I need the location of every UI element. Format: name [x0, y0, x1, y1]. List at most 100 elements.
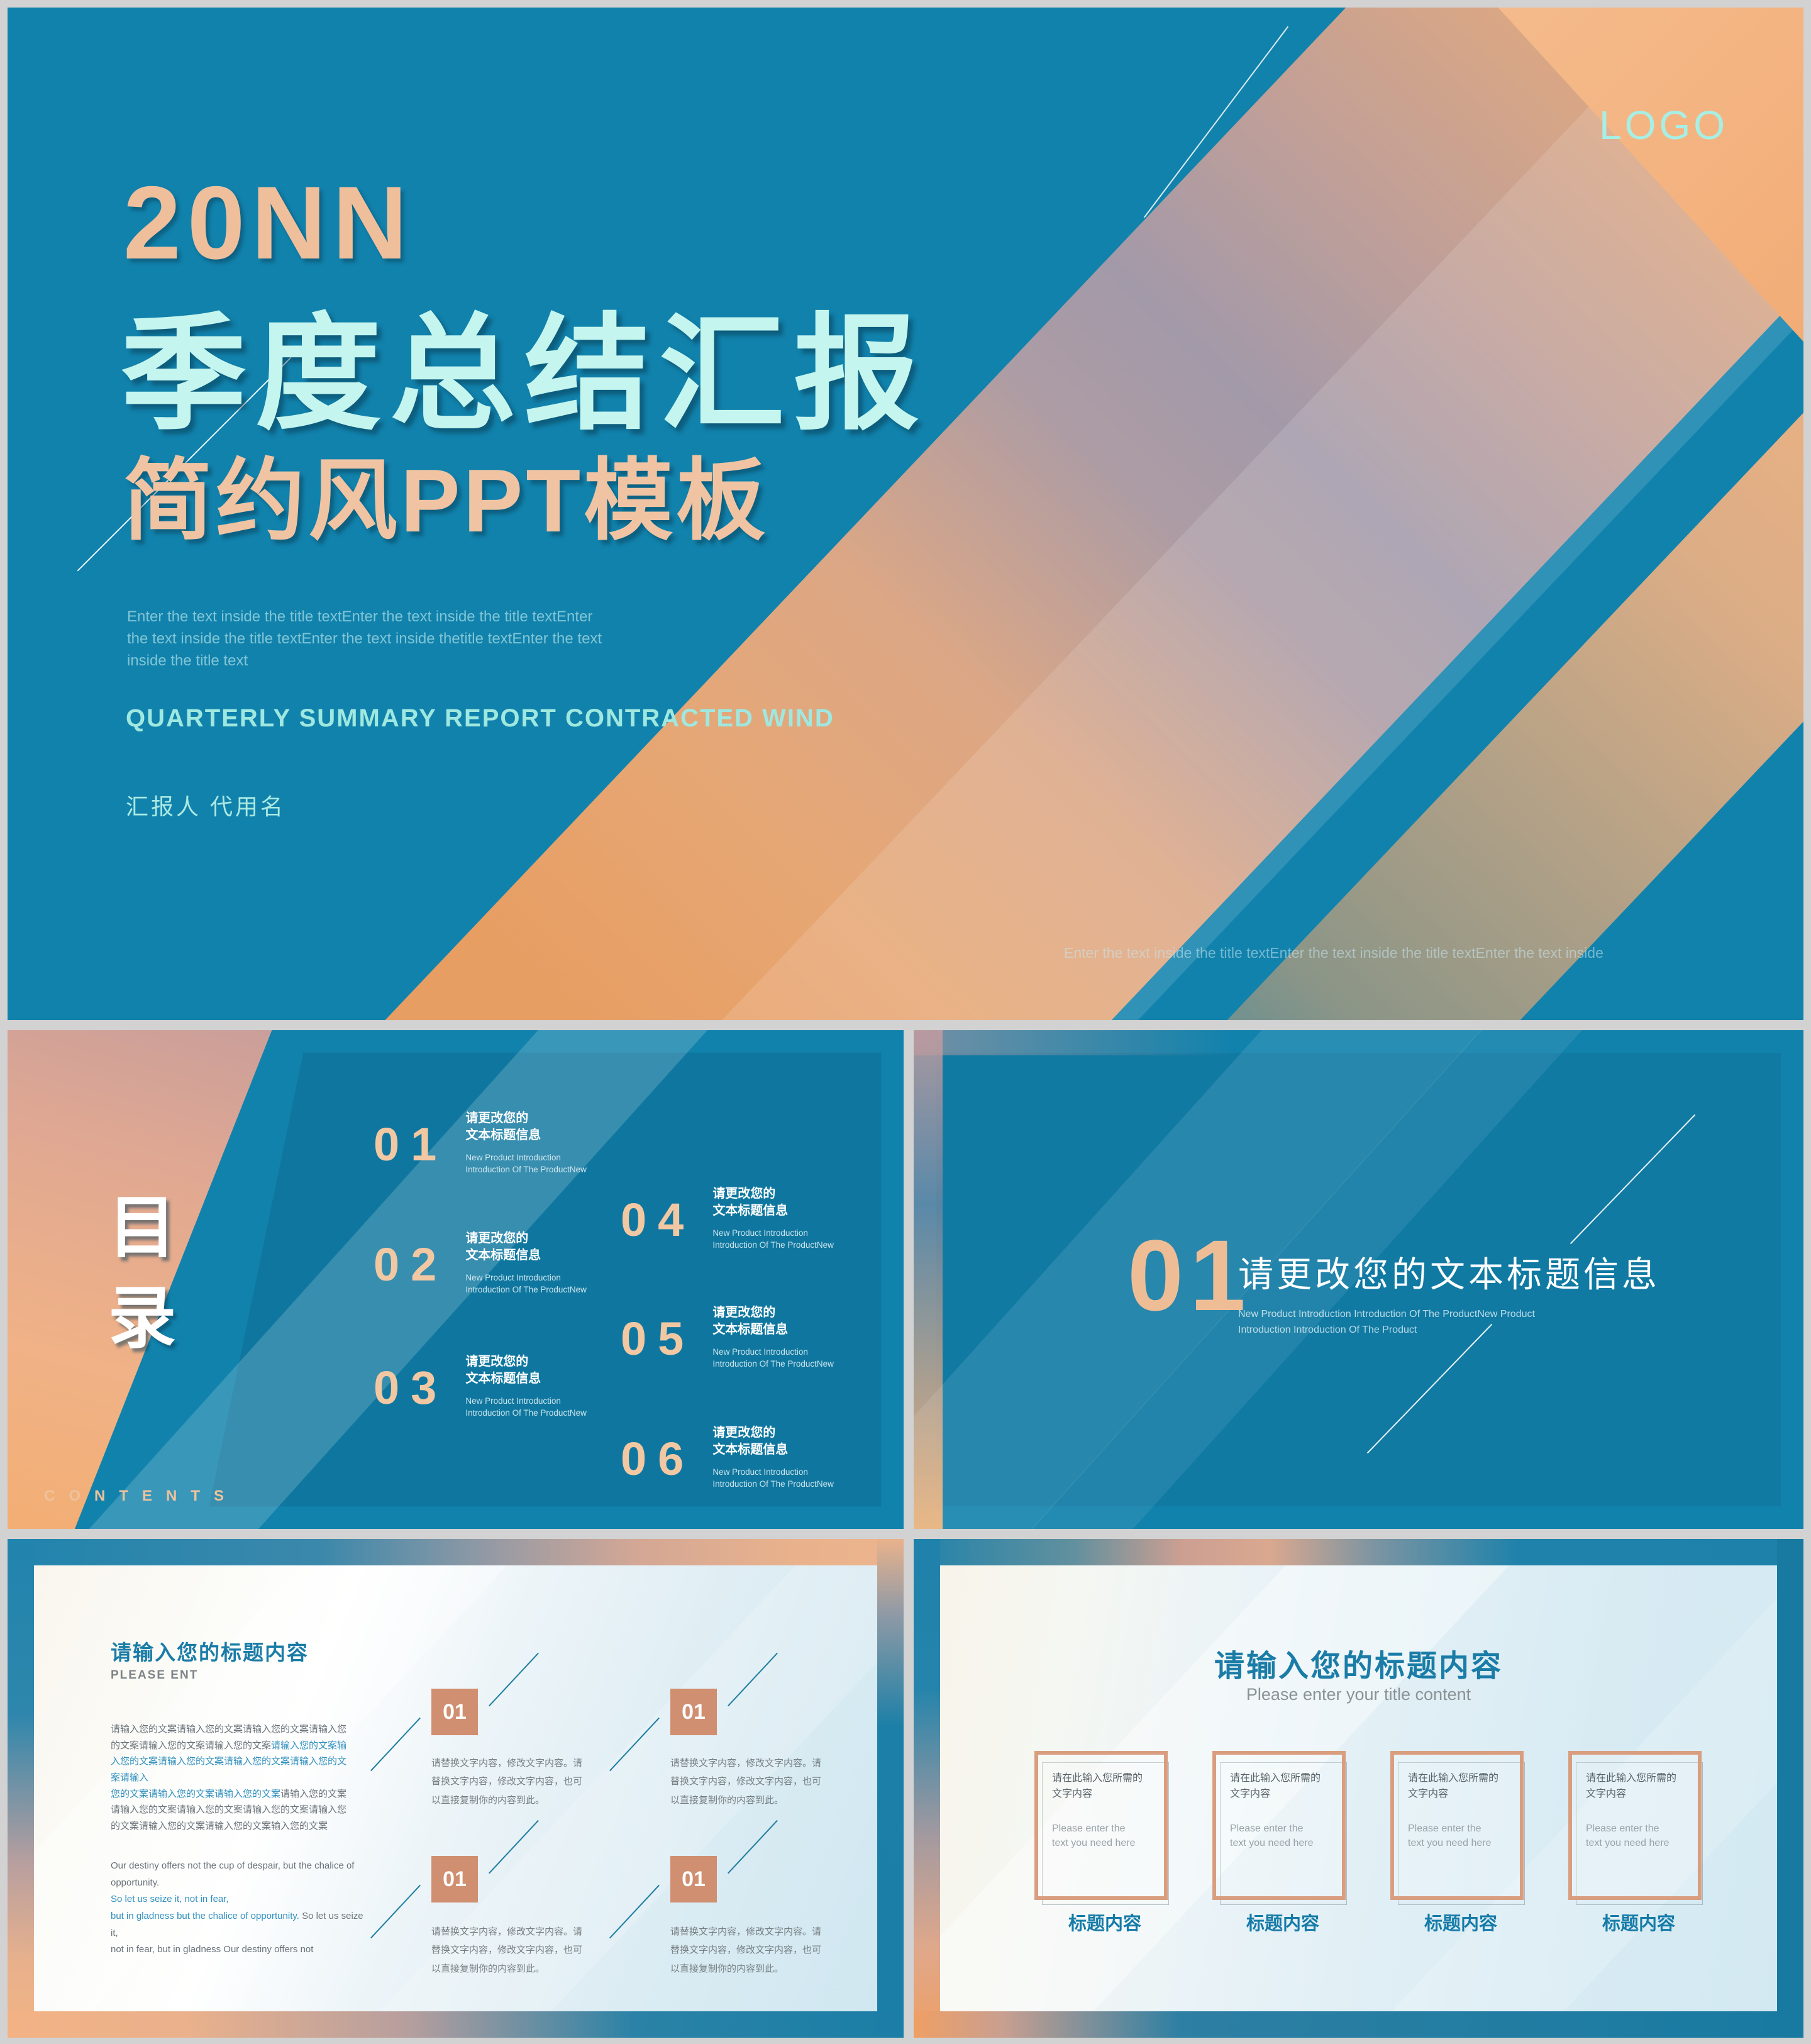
- box-text-en: Please enter the text you need here: [1230, 1823, 1314, 1848]
- frame-strip-bottom: [8, 2011, 904, 2038]
- box-label: 标题内容: [1424, 1914, 1497, 1934]
- catalog-item-title: 请更改您的: [465, 1231, 529, 1245]
- box-text-en: Please enter the text you need here: [1586, 1823, 1670, 1848]
- catalog-item-desc: New Product Introduction Introduction Of…: [465, 1153, 587, 1175]
- number-square-item-3[interactable]: 01: [431, 1856, 478, 1902]
- catalog-item-number: 05: [621, 1313, 695, 1365]
- frame-strip-top: [8, 1539, 904, 1565]
- content-subtitle: Please enter your title content: [1246, 1685, 1471, 1704]
- frame-strip-top: [914, 1539, 1803, 1565]
- cover-english-title: QUARTERLY SUMMARY REPORT CONTRACTED WIND: [126, 704, 834, 732]
- number-square: 01: [431, 1856, 478, 1902]
- frame-strip-left: [8, 1539, 34, 2038]
- number-square-item-4[interactable]: 01: [670, 1856, 717, 1902]
- catalog-item-number: 02: [374, 1238, 448, 1291]
- body-paragraph-cn: 请输入您的文案请输入您的文案请输入您的文案请输入您的文案请输入您的文案请输入您的…: [111, 1724, 347, 1831]
- number-square-desc: 请替换文字内容，修改文字内容。请替换文字内容，修改文字内容，也可以直接复制你的内…: [670, 1758, 822, 1806]
- catalog-heading: 目 录: [108, 1194, 176, 1375]
- box-label: 标题内容: [1246, 1914, 1319, 1934]
- ghost-box: [1220, 1762, 1347, 1905]
- catalog-item-desc: New Product Introduction Introduction Of…: [465, 1273, 587, 1295]
- catalog-item-title: 请更改您的: [712, 1426, 776, 1440]
- section-desc: New Product Introduction Introduction Of…: [1238, 1309, 1535, 1335]
- framed-box-4[interactable]: 请在此输入您所需的文字内容 Please enter the text you …: [1568, 1751, 1702, 1900]
- cover-presenter: 汇报人 代用名: [126, 794, 286, 819]
- catalog-item-title: 文本标题信息: [712, 1204, 789, 1218]
- slide-catalog[interactable]: 目 录 CONTENTS 01 请更改您的 文本标题信息 New Product…: [8, 1030, 904, 1529]
- box-label: 标题内容: [1602, 1914, 1675, 1934]
- catalog-item-title: 请更改您的: [712, 1306, 776, 1319]
- catalog-item-2[interactable]: 02 请更改您的 文本标题信息 New Product Introduction…: [374, 1230, 594, 1296]
- catalog-item-1[interactable]: 01 请更改您的 文本标题信息 New Product Introduction…: [374, 1110, 594, 1175]
- catalog-item-desc: New Product Introduction Introduction Of…: [712, 1467, 834, 1489]
- catalog-item-title: 请更改您的: [465, 1111, 529, 1125]
- content-title: 请输入您的标题内容: [111, 1641, 309, 1664]
- catalog-item-title: 文本标题信息: [712, 1443, 789, 1457]
- slide-content-right[interactable]: 请输入您的标题内容 Please enter your title conten…: [914, 1539, 1803, 2038]
- content-subtitle: PLEASE ENT: [111, 1669, 199, 1682]
- catalog-item-desc: New Product Introduction Introduction Of…: [465, 1396, 587, 1418]
- box-label: 标题内容: [1068, 1914, 1141, 1934]
- content-panel: 请输入您的标题内容 Please enter your title conten…: [940, 1565, 1777, 2011]
- number-square: 01: [431, 1689, 478, 1735]
- catalog-heading-char: 目: [108, 1189, 177, 1265]
- catalog-heading-char: 录: [108, 1280, 177, 1356]
- number-square-desc: 请替换文字内容，修改文字内容。请替换文字内容，修改文字内容，也可以直接复制你的内…: [670, 1926, 822, 1974]
- cover-placeholder-text: Enter the text inside the title textEnte…: [127, 608, 602, 669]
- number-square-item-1[interactable]: 01: [431, 1689, 478, 1735]
- number-square: 01: [670, 1856, 717, 1902]
- slide-cover[interactable]: LOGO 20NN 季度总结汇报 简约风PPT模板 Enter the text…: [8, 8, 1803, 1020]
- catalog-item-desc: New Product Introduction Introduction Of…: [712, 1228, 834, 1250]
- number-square: 01: [670, 1689, 717, 1735]
- top-peach-edge: [914, 1030, 1448, 1055]
- box-text-cn: 请在此输入您所需的文字内容: [1586, 1773, 1677, 1799]
- catalog-item-title: 文本标题信息: [465, 1128, 541, 1142]
- cover-footer-text: Enter the text inside the title textEnte…: [1064, 945, 1603, 961]
- frame-strip-right: [1777, 1539, 1803, 2038]
- slide-section[interactable]: 01 请更改您的文本标题信息 New Product Introduction …: [914, 1030, 1803, 1529]
- catalog-item-3[interactable]: 03 请更改您的 文本标题信息 New Product Introduction…: [374, 1353, 594, 1419]
- number-square-desc: 请替换文字内容，修改文字内容。请替换文字内容，修改文字内容，也可以直接复制你的内…: [431, 1758, 583, 1806]
- cover-subtitle: 简约风PPT模板: [123, 451, 769, 551]
- catalog-item-title: 文本标题信息: [465, 1372, 541, 1386]
- catalog-item-6[interactable]: 06 请更改您的 文本标题信息 New Product Introduction…: [621, 1425, 841, 1490]
- content-panel: 请输入您的标题内容 PLEASE ENT 请输入您的文案请输入您的文案请输入您的…: [34, 1565, 877, 2011]
- number-square-item-2[interactable]: 01: [670, 1689, 717, 1735]
- framed-box-2[interactable]: 请在此输入您所需的文字内容 Please enter the text you …: [1212, 1751, 1346, 1900]
- logo-text: LOGO: [1599, 103, 1728, 148]
- catalog-item-number: 04: [621, 1194, 695, 1246]
- framed-box-1[interactable]: 请在此输入您所需的文字内容 Please enter the text you …: [1034, 1751, 1168, 1900]
- catalog-item-number: 01: [374, 1118, 448, 1170]
- box-text-en: Please enter the text you need here: [1408, 1823, 1492, 1848]
- ghost-box: [1398, 1762, 1525, 1905]
- box-text-en: Please enter the text you need here: [1052, 1823, 1136, 1848]
- cover-year: 20NN: [123, 165, 414, 280]
- catalog-item-desc: New Product Introduction Introduction Of…: [712, 1347, 834, 1369]
- catalog-item-title: 请更改您的: [712, 1187, 776, 1201]
- section-number: 01: [1127, 1219, 1252, 1331]
- content-title: 请输入您的标题内容: [1214, 1650, 1503, 1683]
- slide-content-left[interactable]: 请输入您的标题内容 PLEASE ENT 请输入您的文案请输入您的文案请输入您的…: [8, 1539, 904, 2038]
- left-peach-edge: [914, 1030, 943, 1529]
- catalog-item-title: 请更改您的: [465, 1355, 529, 1369]
- cover-title: 季度总结汇报: [121, 304, 929, 445]
- framed-box-3[interactable]: 请在此输入您所需的文字内容 Please enter the text you …: [1390, 1751, 1524, 1900]
- contents-label: CONTENTS: [44, 1487, 238, 1504]
- box-text-cn: 请在此输入您所需的文字内容: [1408, 1773, 1499, 1799]
- frame-strip-bottom: [914, 2011, 1803, 2038]
- catalog-item-number: 06: [621, 1433, 695, 1485]
- catalog-item-5[interactable]: 05 请更改您的 文本标题信息 New Product Introduction…: [621, 1304, 841, 1370]
- catalog-dark-panel: [209, 1052, 882, 1507]
- catalog-item-4[interactable]: 04 请更改您的 文本标题信息 New Product Introduction…: [621, 1186, 841, 1251]
- box-text-cn: 请在此输入您所需的文字内容: [1230, 1773, 1321, 1799]
- catalog-item-number: 03: [374, 1362, 448, 1414]
- body-paragraph-en: Our destiny offers not the cup of despai…: [111, 1860, 363, 1955]
- frame-strip-left: [914, 1539, 940, 2038]
- frame-strip-right: [877, 1539, 904, 2038]
- section-inset-panel: [936, 1053, 1781, 1506]
- ghost-box: [1576, 1762, 1703, 1905]
- catalog-item-title: 文本标题信息: [465, 1248, 541, 1262]
- section-title: 请更改您的文本标题信息: [1238, 1255, 1660, 1294]
- catalog-item-title: 文本标题信息: [712, 1323, 789, 1336]
- number-square-desc: 请替换文字内容，修改文字内容。请替换文字内容，修改文字内容，也可以直接复制你的内…: [431, 1926, 583, 1974]
